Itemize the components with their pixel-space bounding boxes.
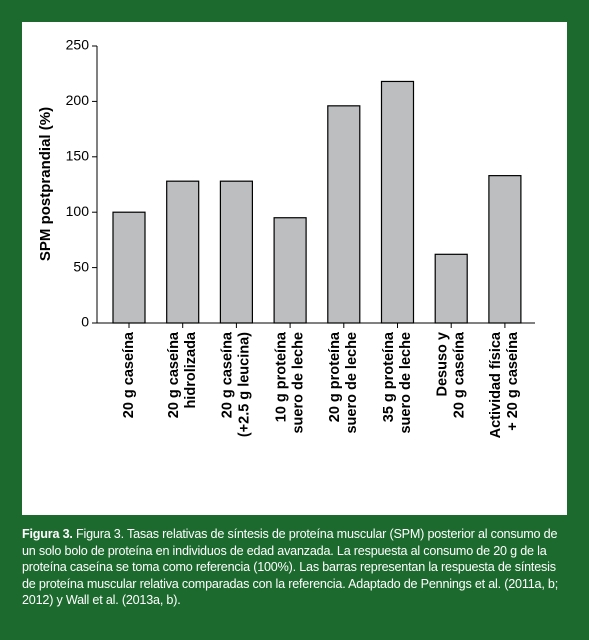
y-tick-label: 250 bbox=[66, 37, 90, 53]
y-tick-label: 200 bbox=[66, 92, 90, 108]
x-tick-label: 20 g caseína bbox=[166, 331, 182, 418]
x-tick-label: Actividad física bbox=[488, 331, 504, 438]
x-tick-label: + 20 g caseína bbox=[505, 331, 521, 431]
x-tick-label: 10 g proteína bbox=[273, 331, 289, 422]
x-tick-label: 20 g caseína bbox=[121, 331, 137, 418]
y-tick-label: 0 bbox=[81, 314, 89, 330]
bar bbox=[112, 211, 146, 324]
x-tick-label: 20 g caseína bbox=[452, 331, 468, 418]
bar bbox=[488, 175, 522, 324]
bar bbox=[273, 217, 307, 324]
y-tick-label: 100 bbox=[66, 203, 90, 219]
caption: Figura 3. Figura 3. Tasas relativas de s… bbox=[22, 526, 570, 609]
y-tick-label: 50 bbox=[73, 258, 89, 274]
x-tick-label: 20 g caseína bbox=[220, 331, 236, 418]
bar bbox=[327, 105, 361, 324]
chart: SPM postprandial (%) 0 50 100 150 200 250 20 g… bbox=[37, 37, 535, 438]
caption-label: Figura 3. bbox=[22, 527, 73, 541]
x-tick-label: Desuso y bbox=[435, 332, 451, 396]
x-tick-label: 20 g proteína bbox=[327, 331, 343, 422]
x-tick-label: suero de leche bbox=[290, 332, 306, 434]
bar bbox=[166, 180, 200, 324]
x-tick-label: (+2.5 g leucina) bbox=[237, 332, 253, 437]
x-tick-label: hidrolizada bbox=[183, 331, 199, 408]
y-tick-label: 150 bbox=[66, 148, 90, 164]
caption-text: Figura 3. Tasas relativas de síntesis de… bbox=[22, 527, 559, 607]
y-axis-label: SPM postprandial (%) bbox=[37, 107, 54, 261]
chart-panel: SPM postprandial (%) 0 50 100 150 200 250 20 g… bbox=[22, 22, 567, 515]
x-tick-label: suero de leche bbox=[398, 332, 414, 434]
bar bbox=[380, 80, 415, 324]
x-tick-label: 35 g proteína bbox=[381, 331, 397, 422]
bar bbox=[434, 253, 468, 324]
bar bbox=[219, 180, 253, 324]
x-tick-label: suero de leche bbox=[344, 332, 360, 434]
